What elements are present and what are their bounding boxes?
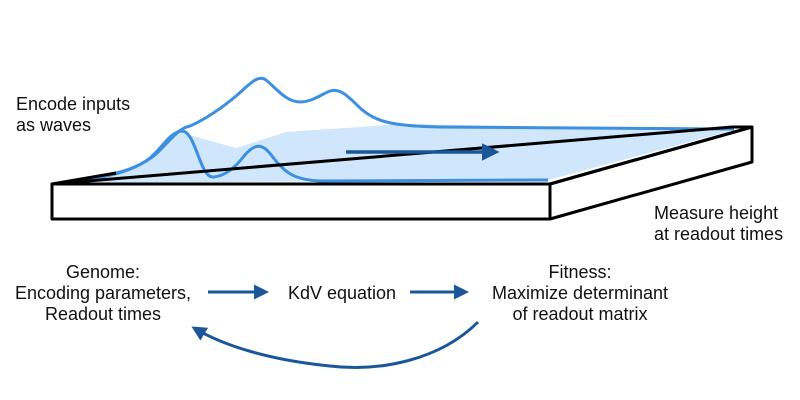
genome-label: Genome: Encoding parameters, Readout tim… xyxy=(14,262,192,324)
encode-label: Encode inputs as waves xyxy=(16,94,131,135)
kdv-label: KdV equation xyxy=(287,283,397,303)
arrow-feedback-loop xyxy=(191,320,480,369)
tank-front-face xyxy=(50,182,552,221)
tank-back-edge xyxy=(51,171,117,186)
wave-back xyxy=(115,76,735,175)
fitness-label: Fitness: Maximize determinant of readout… xyxy=(491,262,669,324)
tank-top-rim xyxy=(50,125,754,186)
measure-label: Measure height at readout times xyxy=(654,203,784,244)
